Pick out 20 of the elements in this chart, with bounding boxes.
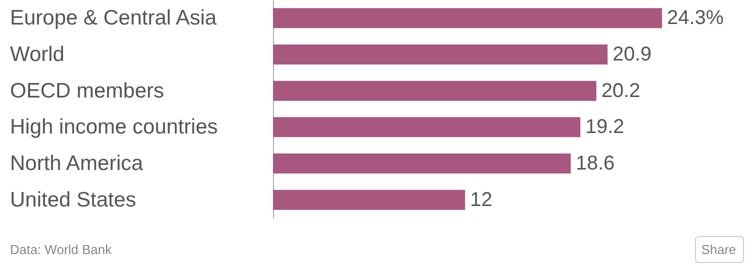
data-label: 18.6 — [576, 152, 615, 174]
data-label: 19.2 — [585, 116, 624, 138]
y-tick-label: OECD members — [10, 79, 164, 102]
bar — [273, 117, 580, 138]
bar — [273, 190, 466, 210]
data-label: 24.3% — [667, 7, 724, 30]
bar — [273, 8, 662, 28]
y-tick-label: World — [10, 43, 64, 66]
data-label: 12 — [470, 188, 492, 211]
y-tick-label: North America — [10, 152, 144, 175]
text: Share — [701, 242, 736, 257]
bar — [273, 80, 596, 101]
y-tick-label: Europe & Central Asia — [10, 6, 217, 30]
bar — [273, 154, 571, 174]
bar — [273, 44, 608, 64]
y-tick-label: United States — [10, 188, 136, 212]
data-label: 20.2 — [601, 80, 640, 102]
text: Data: World Bank — [10, 242, 112, 257]
y-tick-label: High income countries — [10, 116, 218, 139]
data-label: 20.9 — [612, 44, 652, 66]
